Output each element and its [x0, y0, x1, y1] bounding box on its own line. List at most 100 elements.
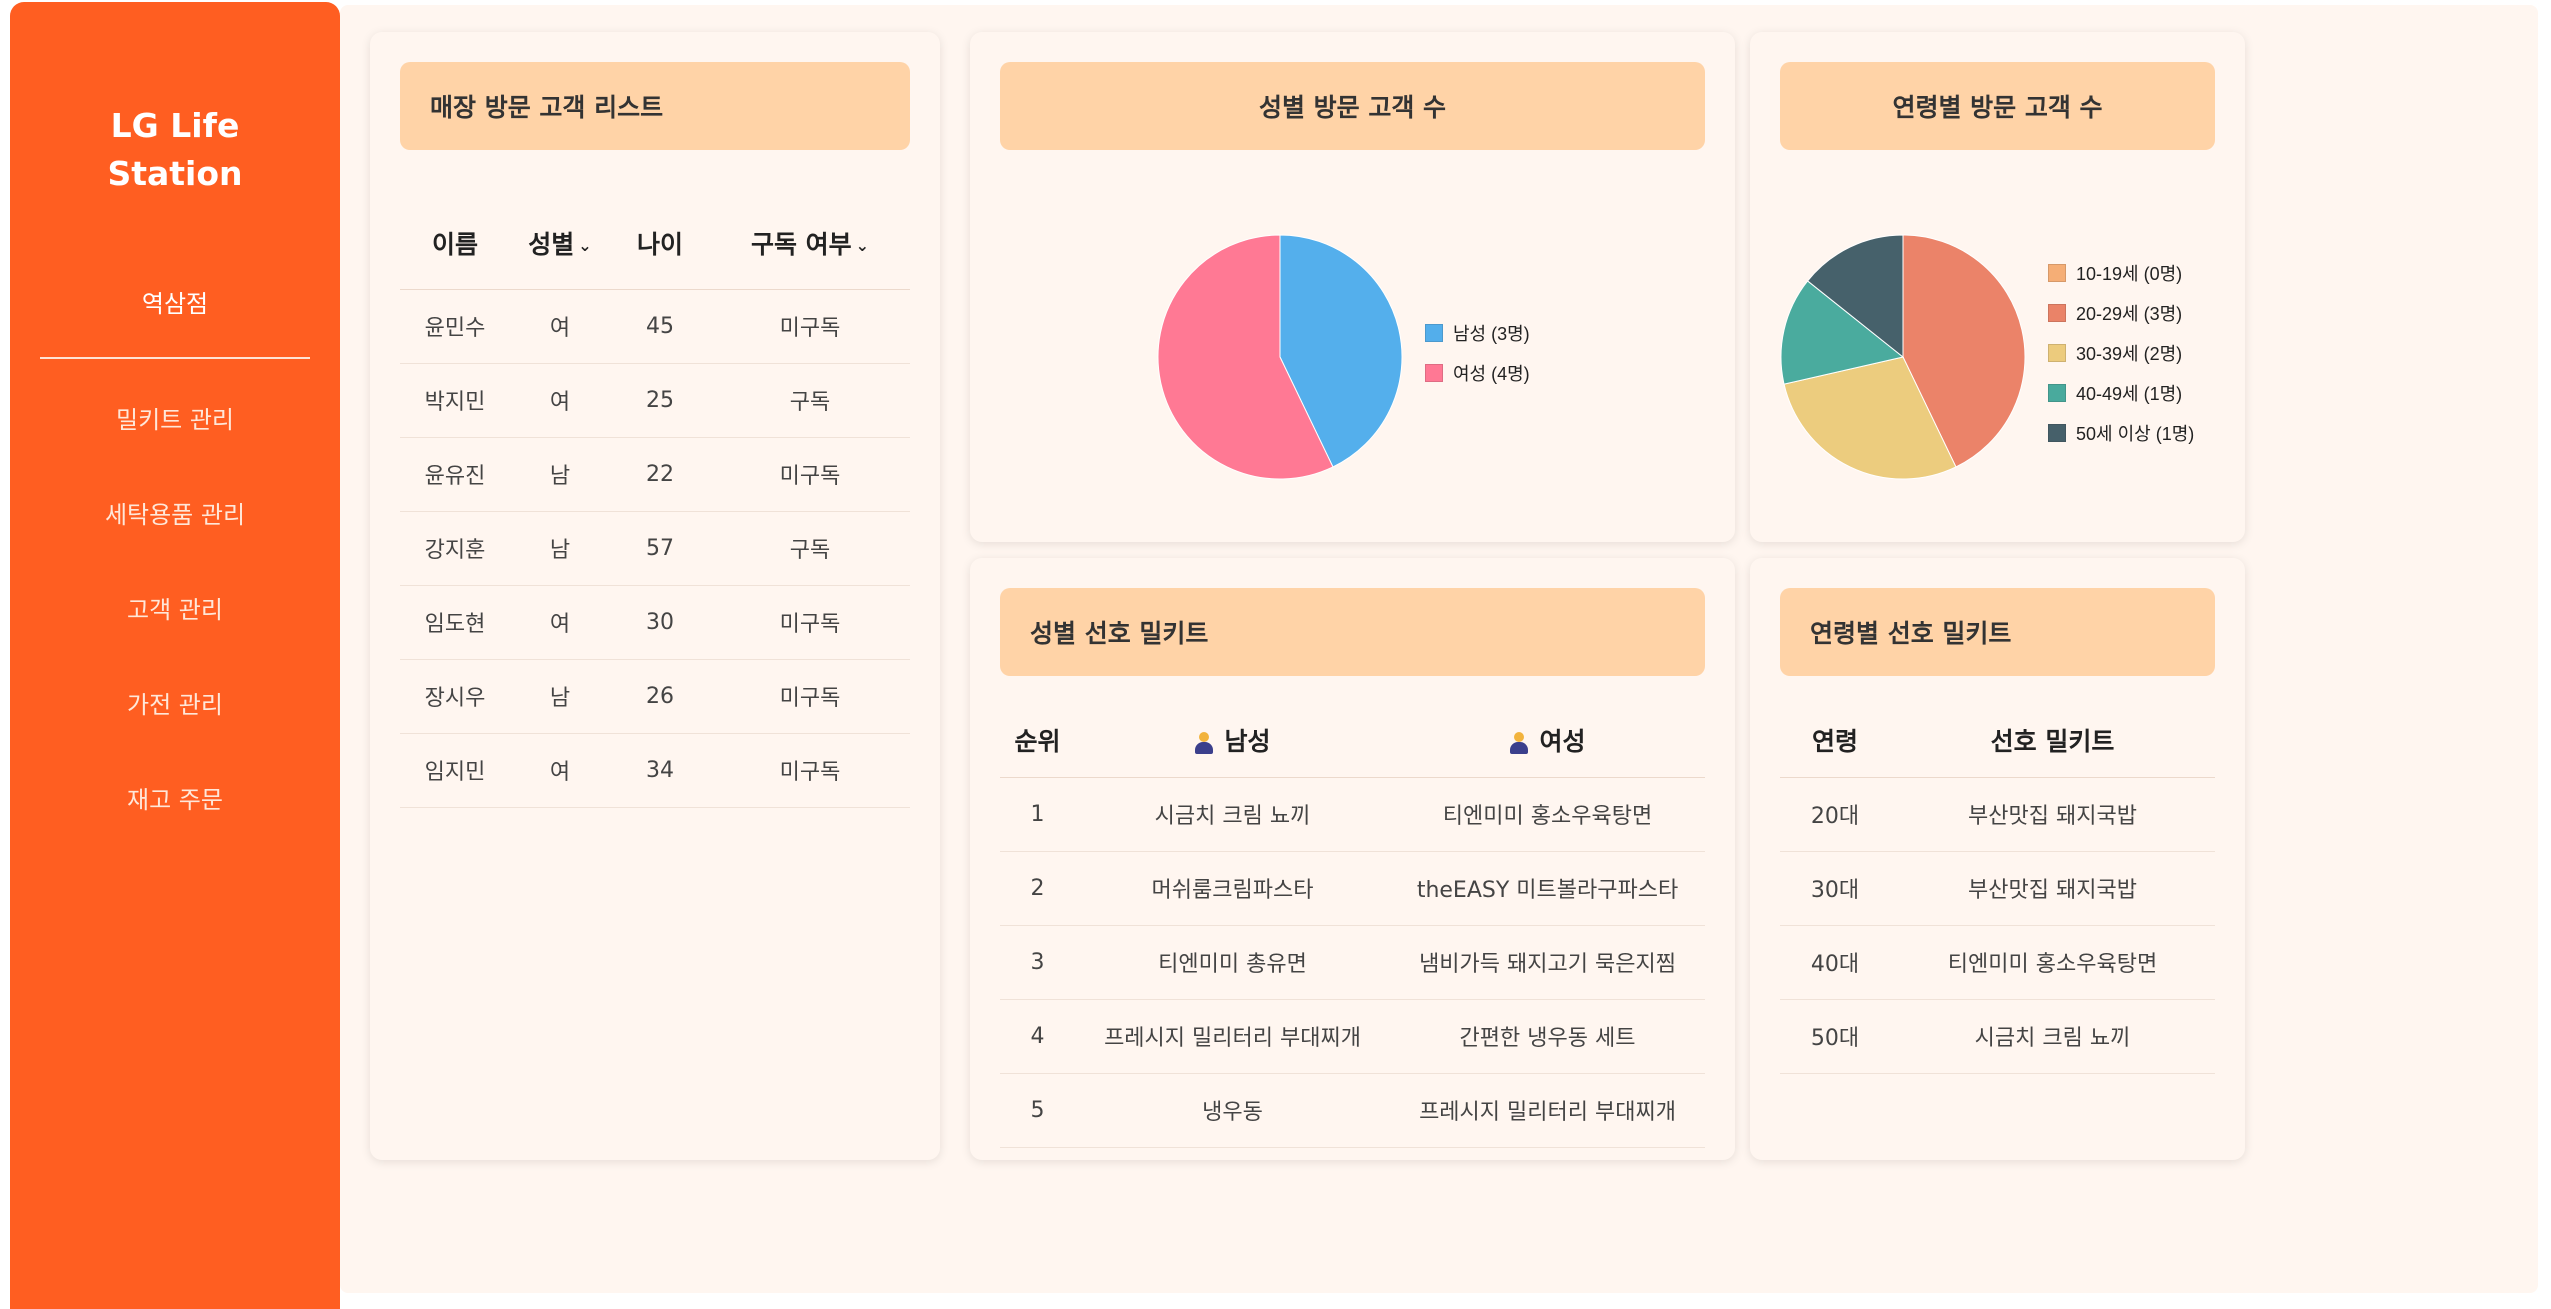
table-cell: 20대 — [1780, 777, 1890, 852]
table-cell: 프레시지 밀리터리 부대찌개 — [1390, 1073, 1705, 1148]
table-row[interactable]: 윤유진 남 22 미구독 — [400, 437, 910, 512]
legend-label: 10-19세 (0명) — [2076, 264, 2183, 284]
legend-item[interactable]: 20-29세 (3명) — [2048, 300, 2182, 326]
col-preferred-kit: 선호 밀키트 — [1890, 703, 2215, 778]
table-cell: 강지훈 — [400, 511, 510, 586]
legend-swatch — [1425, 324, 1443, 342]
table-cell: 30대 — [1780, 851, 1890, 926]
col-subscription[interactable]: 구독 여부 ⌄ — [710, 197, 910, 290]
legend-item[interactable]: 10-19세 (0명) — [2048, 260, 2182, 286]
table-cell: 미구독 — [710, 733, 910, 808]
table-cell: 26 — [610, 659, 710, 734]
nav-laundry[interactable]: 세탁용품 관리 — [104, 501, 246, 529]
nav-stock-order[interactable]: 재고 주문 — [127, 786, 223, 814]
table-cell: 5 — [1000, 1073, 1075, 1148]
sidebar: LG Life Station 역삼점 밀키트 관리 세탁용품 관리 고객 관리… — [10, 2, 340, 1309]
table-cell: 3 — [1000, 925, 1075, 1000]
legend-swatch — [1425, 364, 1443, 382]
woman-icon — [1509, 731, 1529, 755]
table-cell: 여 — [510, 289, 610, 364]
legend-item[interactable]: 30-39세 (2명) — [2048, 340, 2182, 366]
table-row[interactable]: 1 시금치 크림 뇨끼 티엔미미 홍소우육탕면 — [1000, 777, 1705, 852]
table-row[interactable]: 윤민수 여 45 미구독 — [400, 289, 910, 364]
table-cell: 미구독 — [710, 585, 910, 660]
table-row[interactable]: 50대 시금치 크림 뇨끼 — [1780, 999, 2215, 1074]
col-name: 이름 — [400, 197, 510, 290]
table-cell: 구독 — [710, 511, 910, 586]
pie-slice[interactable] — [1902, 234, 2026, 468]
nav-mealkit[interactable]: 밀키트 관리 — [115, 406, 235, 434]
table-row[interactable]: 4 프레시지 밀리터리 부대찌개 간편한 냉우동 세트 — [1000, 999, 1705, 1074]
table-cell: 남 — [510, 511, 610, 586]
age-pref-title: 연령별 선호 밀키트 — [1780, 588, 2215, 676]
col-gender[interactable]: 성별 ⌄ — [510, 197, 610, 290]
legend-swatch — [2048, 304, 2066, 322]
table-cell: 임지민 — [400, 733, 510, 808]
table-cell: theEASY 미트볼라구파스타 — [1390, 851, 1705, 926]
table-cell: 시금치 크림 뇨끼 — [1075, 777, 1390, 852]
table-cell: 미구독 — [710, 437, 910, 512]
table-cell: 티엔미미 홍소우육탕면 — [1390, 777, 1705, 852]
brand-logo[interactable]: LG Life Station — [10, 102, 340, 198]
legend-label: 40-49세 (1명) — [2076, 384, 2183, 404]
table-cell: 남 — [510, 437, 610, 512]
legend-swatch — [2048, 424, 2066, 442]
legend-swatch — [2048, 344, 2066, 362]
table-cell: 34 — [610, 733, 710, 808]
table-row[interactable]: 임도현 여 30 미구독 — [400, 585, 910, 660]
table-cell: 50대 — [1780, 999, 1890, 1074]
pie-slice[interactable] — [1157, 234, 1334, 480]
table-row[interactable]: 20대 부산맛집 돼지국밥 — [1780, 777, 2215, 852]
table-cell: 4 — [1000, 999, 1075, 1074]
pie-slice[interactable] — [1780, 280, 1905, 385]
visitor-list-card: 매장 방문 고객 리스트 이름 성별 ⌄ 나이 구독 여부 ⌄ 윤민수 여 45 미구독 박… — [370, 32, 940, 1160]
legend-swatch — [2048, 264, 2066, 282]
table-row[interactable]: 2 머쉬룸크림파스타 theEASY 미트볼라구파스타 — [1000, 851, 1705, 926]
table-cell: 22 — [610, 437, 710, 512]
pie-slice[interactable] — [1279, 234, 1403, 468]
gender-chart-card: 성별 방문 고객 수 남성 (3명) 여성 (4명) — [970, 32, 1735, 542]
gender-pref-table: 순위 남성 여성 1 시금치 크림 뇨끼 티엔미미 홍소우육탕면 2 머쉬룸크림파스타 t… — [1000, 703, 1705, 1148]
table-row[interactable]: 임지민 여 34 미구독 — [400, 733, 910, 808]
table-cell: 프레시지 밀리터리 부대찌개 — [1075, 999, 1390, 1074]
col-age: 나이 — [610, 197, 710, 290]
table-row[interactable]: 강지훈 남 57 구독 — [400, 511, 910, 586]
col-female: 여성 — [1390, 703, 1705, 778]
chevron-down-icon[interactable]: ⌄ — [578, 235, 592, 255]
table-cell: 여 — [510, 733, 610, 808]
table-row[interactable]: 5 냉우동 프레시지 밀리터리 부대찌개 — [1000, 1073, 1705, 1148]
brand-line-1: LG Life — [110, 106, 240, 145]
legend-item[interactable]: 40-49세 (1명) — [2048, 380, 2182, 406]
chevron-down-icon[interactable]: ⌄ — [855, 235, 870, 255]
table-cell: 간편한 냉우동 세트 — [1390, 999, 1705, 1074]
age-chart-card: 연령별 방문 고객 수 10-19세 (0명) 20-29세 (3명) 30-39세… — [1750, 32, 2245, 542]
nav-appliance[interactable]: 가전 관리 — [127, 691, 223, 719]
table-row[interactable]: 40대 티엔미미 홍소우육탕면 — [1780, 925, 2215, 1000]
table-cell: 시금치 크림 뇨끼 — [1890, 999, 2215, 1074]
table-row[interactable]: 3 티엔미미 총유면 냄비가득 돼지고기 묵은지찜 — [1000, 925, 1705, 1000]
table-row[interactable]: 박지민 여 25 구독 — [400, 363, 910, 438]
legend-swatch — [2048, 384, 2066, 402]
pie-slice[interactable] — [1806, 234, 1904, 359]
legend-item[interactable]: 여성 (4명) — [1425, 360, 1530, 386]
store-name[interactable]: 역삼점 — [141, 290, 209, 318]
nav-customer[interactable]: 고객 관리 — [127, 596, 223, 624]
gender-pie-chart — [1157, 234, 1403, 480]
col-age-group: 연령 — [1780, 703, 1890, 778]
table-cell: 2 — [1000, 851, 1075, 926]
table-cell: 부산맛집 돼지국밥 — [1890, 777, 2215, 852]
gender-pref-title: 성별 선호 밀키트 — [1000, 588, 1705, 676]
table-cell: 냄비가득 돼지고기 묵은지찜 — [1390, 925, 1705, 1000]
sidebar-divider — [40, 357, 310, 359]
table-cell: 티엔미미 총유면 — [1075, 925, 1390, 1000]
table-row[interactable]: 30대 부산맛집 돼지국밥 — [1780, 851, 2215, 926]
table-row[interactable]: 장시우 남 26 미구독 — [400, 659, 910, 734]
legend-label: 남성 (3명) — [1453, 324, 1530, 344]
table-cell: 25 — [610, 363, 710, 438]
pie-slice[interactable] — [1783, 356, 1957, 480]
table-cell: 1 — [1000, 777, 1075, 852]
gender-chart-title: 성별 방문 고객 수 — [1000, 62, 1705, 150]
legend-item[interactable]: 남성 (3명) — [1425, 320, 1530, 346]
legend-item[interactable]: 50세 이상 (1명) — [2048, 420, 2194, 446]
table-cell: 여 — [510, 363, 610, 438]
